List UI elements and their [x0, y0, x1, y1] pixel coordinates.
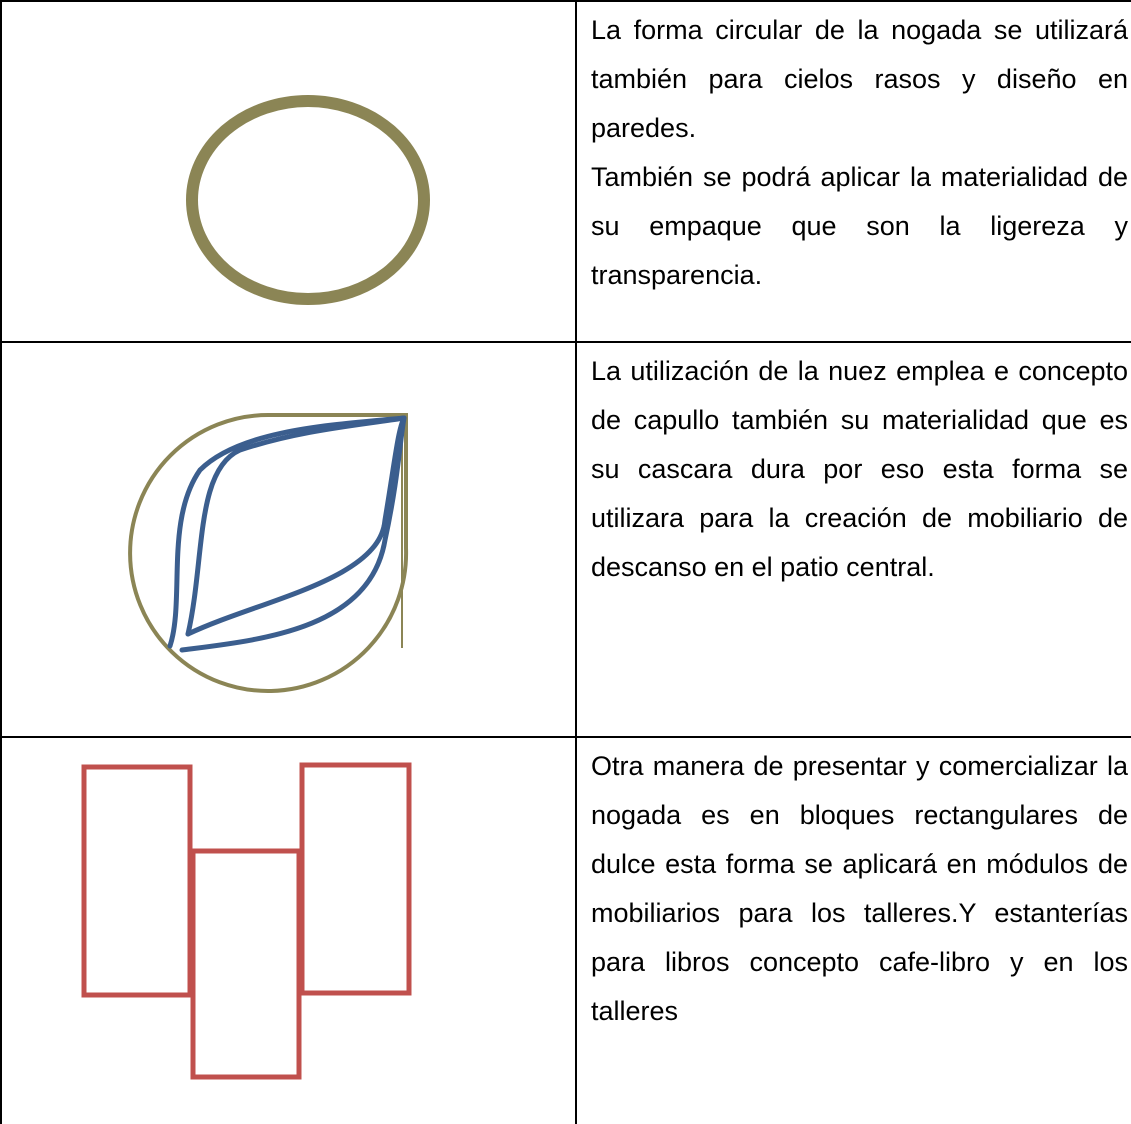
table-border: [0, 0, 1131, 2]
paragraph: También se podrá aplicar la materialidad…: [591, 162, 1128, 290]
table-border: [0, 0, 2, 1124]
cell-text: La forma circular de la nogada se utiliz…: [591, 6, 1128, 300]
column-divider: [575, 0, 577, 1124]
leaf-shape: [167, 415, 407, 653]
cell-text: La utilización de la nuez emplea e conce…: [591, 347, 1128, 592]
paragraph: La forma circular de la nogada se utiliz…: [591, 15, 1128, 143]
drop-shape: [128, 412, 409, 693]
row-divider: [0, 736, 1131, 738]
cell-text: Otra manera de presentar y comercializar…: [591, 742, 1128, 1036]
rectangles-shape: [81, 762, 412, 1080]
circle-shape: [186, 95, 430, 305]
row-divider: [0, 341, 1131, 343]
paragraph: La utilización de la nuez emplea e conce…: [591, 356, 1128, 582]
paragraph: Otra manera de presentar y comercializar…: [591, 751, 1128, 1026]
